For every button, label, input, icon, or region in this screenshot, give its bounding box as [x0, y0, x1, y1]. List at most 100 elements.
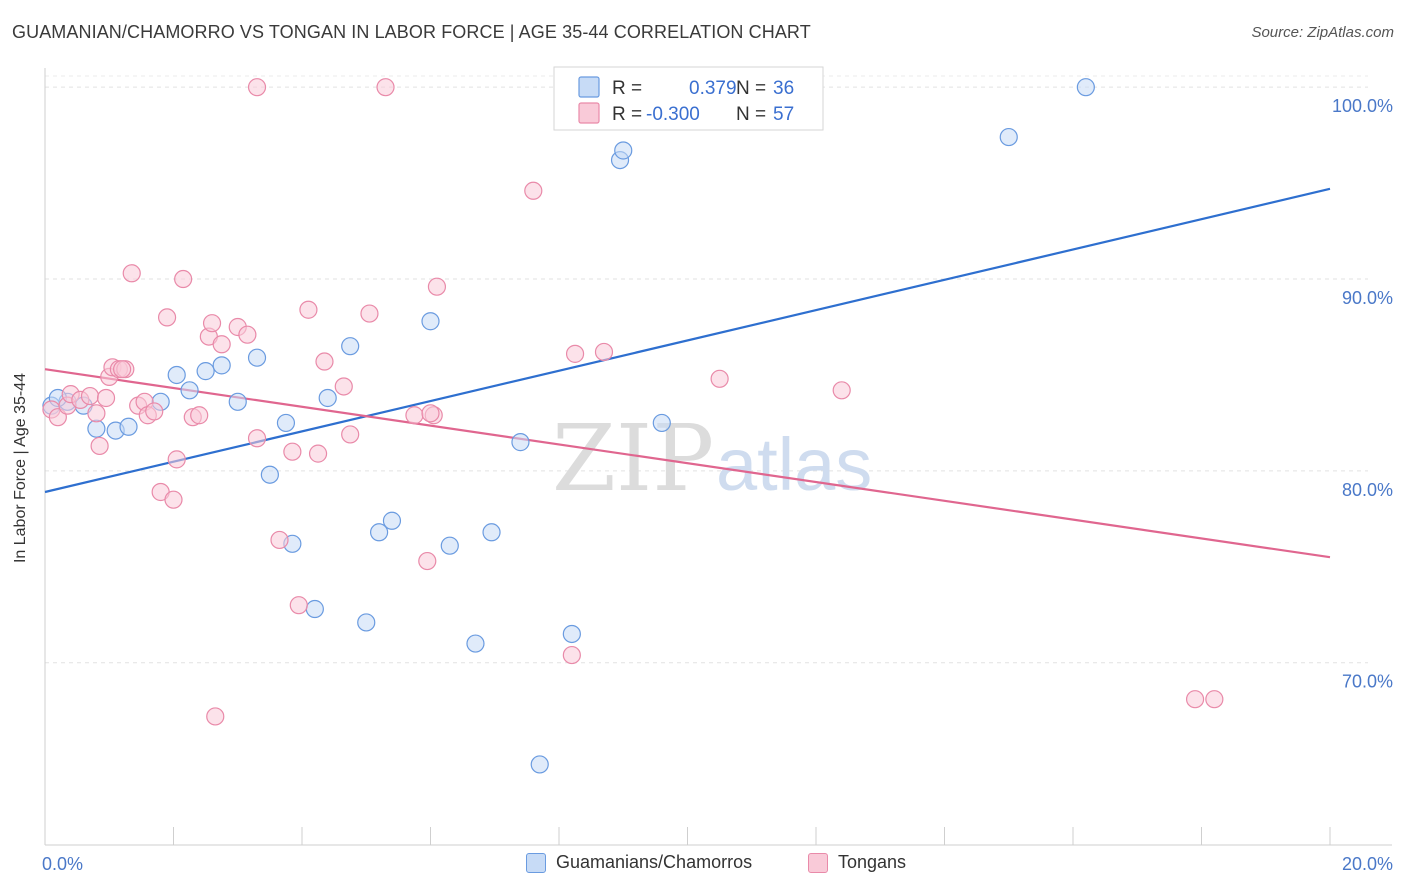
legend-n-value-1: 36 — [773, 78, 794, 99]
point-tongan — [112, 360, 132, 379]
point-tongan — [299, 300, 318, 319]
point-guamanian — [260, 465, 279, 484]
trend-line-tongan — [44, 368, 1331, 559]
legend-n-label-1: N = — [736, 78, 766, 99]
legend-swatch-pink — [578, 102, 600, 124]
point-guamanian — [614, 141, 633, 160]
point-tongan — [167, 450, 186, 469]
point-tongan — [122, 264, 141, 283]
point-tongan — [1185, 690, 1205, 709]
y-tick-label: 80.0% — [1342, 480, 1393, 500]
point-guamanian — [562, 624, 581, 644]
point-tongan — [174, 269, 193, 289]
legend-r-label-1: R = — [612, 78, 642, 99]
data-points — [42, 78, 1224, 774]
legend-r-value-2: -0.300 — [646, 104, 700, 125]
point-tongan — [565, 344, 585, 363]
series-legend-item-tongans: Tongans — [808, 852, 906, 873]
tick-labels: 100.0% 90.0% 80.0% 70.0% 0.0% 20.0% — [42, 96, 1393, 874]
point-tongan — [418, 551, 437, 571]
point-guamanian — [440, 536, 459, 555]
point-guamanian — [482, 523, 501, 542]
point-guamanian — [1076, 78, 1095, 97]
point-guamanian — [167, 365, 186, 385]
legend-n-value-2: 57 — [773, 104, 794, 125]
point-guamanian — [318, 388, 337, 408]
point-tongan — [421, 404, 440, 423]
point-tongan — [334, 377, 353, 396]
point-tongan — [341, 425, 360, 444]
point-guamanian — [999, 127, 1018, 147]
axes — [44, 68, 1392, 846]
series-swatch-blue — [526, 852, 546, 873]
point-tongan — [289, 596, 308, 615]
point-guamanian — [212, 356, 231, 375]
point-tongan — [247, 429, 267, 448]
point-tongan — [80, 386, 100, 406]
point-guamanian — [87, 419, 106, 438]
point-tongan — [87, 404, 106, 423]
series-legend-item-guamanians: Guamanians/Chamorros — [526, 852, 752, 873]
legend-n-label-2: N = — [736, 104, 766, 125]
point-guamanian — [119, 417, 138, 436]
watermark-zip: ZIP — [552, 405, 714, 512]
grid-lines — [45, 75, 1368, 664]
y-tick-label: 100.0% — [1332, 96, 1393, 116]
point-tongan — [247, 78, 267, 97]
point-guamanian — [341, 337, 360, 356]
point-tongan — [427, 277, 447, 296]
legend-r-label-2: R = — [612, 104, 642, 125]
point-guamanian — [228, 392, 247, 411]
point-guamanian — [421, 312, 440, 331]
point-tongan — [308, 444, 328, 463]
point-tongan — [562, 645, 581, 665]
x-tick-label: 0.0% — [42, 854, 83, 874]
y-tick-label: 70.0% — [1342, 672, 1393, 692]
point-tongan — [157, 308, 177, 327]
x-tick-label: 20.0% — [1342, 854, 1393, 874]
point-tongan — [524, 181, 543, 200]
point-guamanian — [357, 613, 376, 632]
point-tongan — [594, 342, 614, 362]
point-guamanian — [530, 755, 549, 774]
source-credit: Source: ZipAtlas.com — [1251, 24, 1394, 41]
point-tongan — [315, 352, 334, 371]
point-tongan — [360, 304, 379, 323]
watermark-atlas: atlas — [716, 423, 872, 506]
series-legend-label-guamanians: Guamanians/Chamorros — [556, 852, 753, 872]
point-guamanian — [652, 413, 671, 433]
point-tongan — [405, 406, 424, 425]
point-tongan — [1205, 690, 1224, 709]
point-guamanian — [196, 362, 215, 381]
point-tongan — [212, 335, 231, 354]
legend-r-value-1: 0.379 — [689, 78, 737, 99]
point-tongan — [202, 314, 222, 333]
watermark: ZIP atlas — [552, 405, 872, 512]
point-guamanian — [382, 511, 402, 530]
point-guamanian — [180, 381, 199, 400]
series-swatch-pink — [808, 852, 828, 873]
point-tongan — [376, 78, 395, 97]
point-tongan — [96, 388, 116, 408]
point-guamanian — [247, 348, 267, 367]
correlation-legend: R = 0.379 N = 36 R = -0.300 N = 57 — [553, 66, 824, 131]
y-tick-label: 90.0% — [1342, 288, 1393, 308]
series-legend: Guamanians/Chamorros Tongans — [0, 852, 1406, 878]
point-tongan — [283, 442, 302, 461]
point-tongan — [238, 325, 257, 344]
point-guamanian — [305, 599, 324, 619]
point-tongan — [270, 530, 289, 550]
legend-swatch-blue — [578, 76, 600, 98]
chart-title: GUAMANIAN/CHAMORRO VS TONGAN IN LABOR FO… — [12, 22, 811, 42]
point-tongan — [145, 402, 164, 421]
point-guamanian — [276, 413, 296, 433]
point-tongan — [206, 707, 225, 726]
point-tongan — [832, 381, 851, 400]
point-guamanian — [466, 634, 485, 653]
point-tongan — [164, 490, 183, 509]
point-guamanian — [370, 523, 389, 542]
point-tongan — [90, 436, 109, 456]
point-tongan — [190, 406, 209, 425]
series-legend-label-tongans: Tongans — [838, 852, 907, 872]
